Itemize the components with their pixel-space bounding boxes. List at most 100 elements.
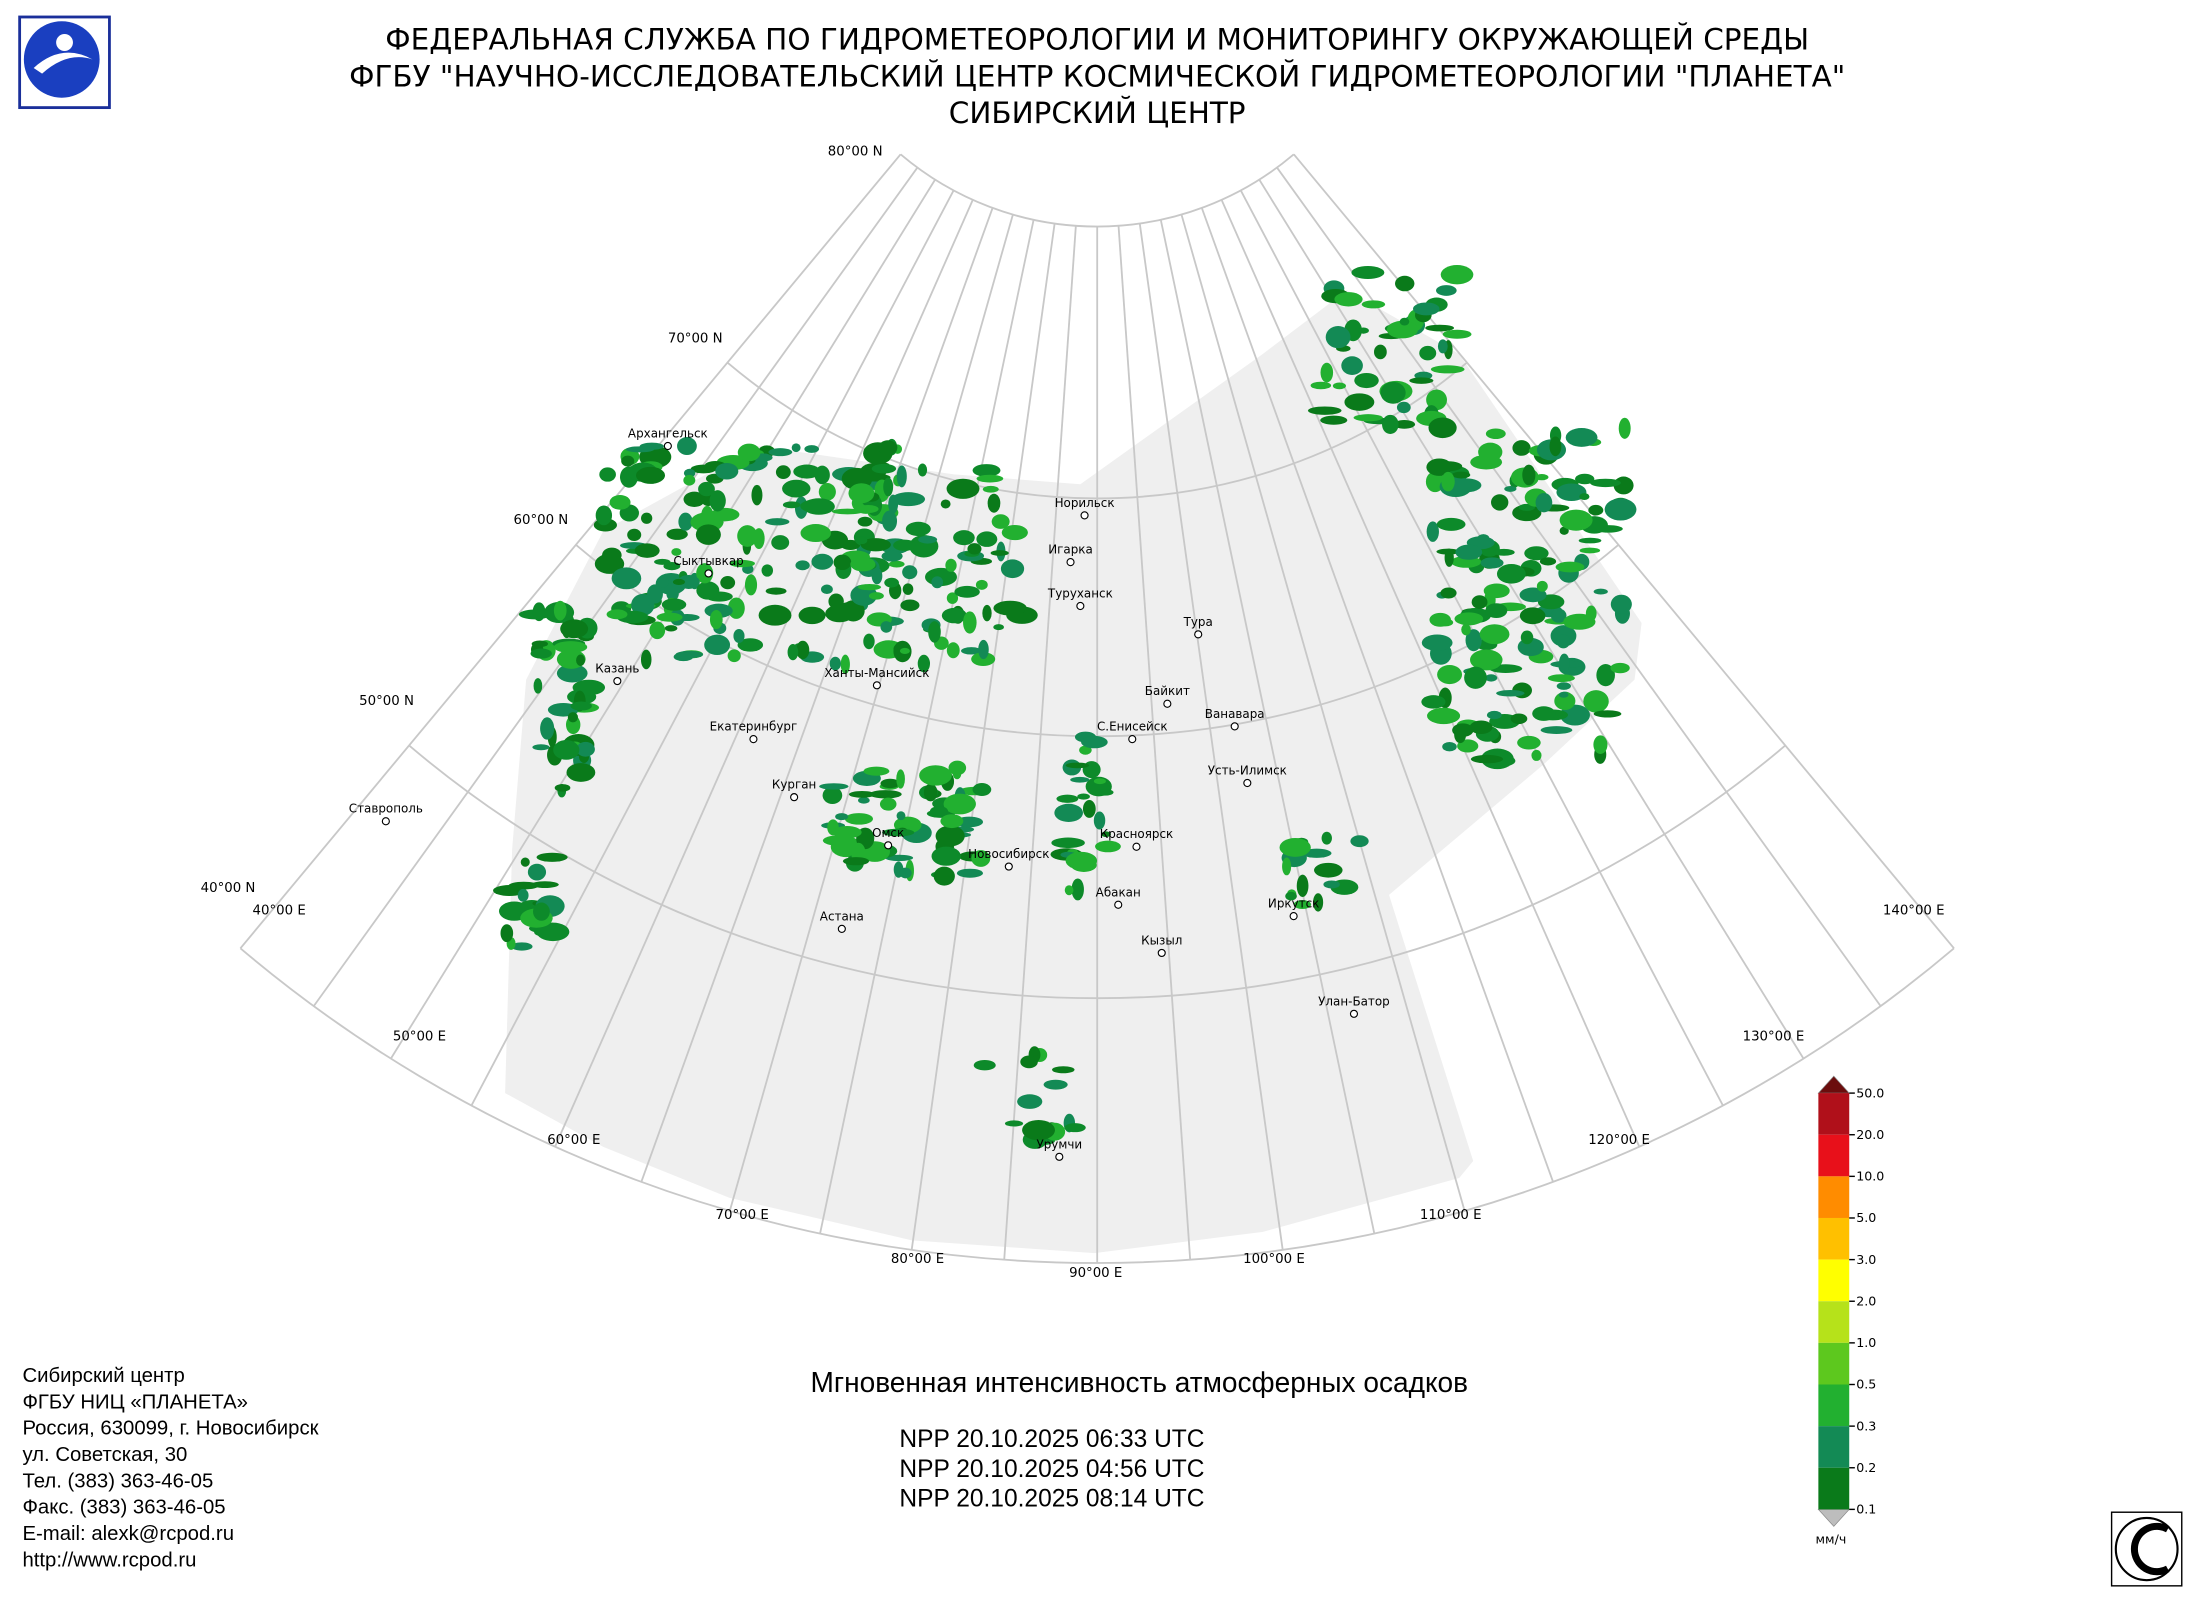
rain-cell: [1373, 344, 1387, 360]
rain-cell: [1451, 478, 1482, 493]
rain-cell: [517, 888, 529, 902]
rain-cell: [800, 524, 832, 543]
parallel: [899, 153, 1295, 228]
rain-cell: [961, 647, 982, 655]
rain-cell: [704, 634, 731, 656]
rain-cell: [952, 768, 962, 780]
city-marker: [884, 841, 893, 850]
city-label: Астана: [820, 909, 864, 923]
meridian: [554, 199, 974, 1148]
rain-cell: [1540, 726, 1573, 734]
city-marker: [381, 817, 390, 826]
rain-cell: [1457, 739, 1479, 753]
rain-cell: [793, 464, 821, 479]
rain-cell: [884, 577, 899, 588]
rain-cell: [1452, 471, 1471, 479]
city-marker: [704, 569, 713, 578]
rain-cell: [1554, 691, 1576, 711]
contact-line: Россия, 630099, г. Новосибирск: [22, 1418, 319, 1440]
rain-cell: [972, 464, 1001, 477]
rain-cell: [1550, 608, 1567, 623]
rain-cell: [1596, 664, 1615, 687]
rain-cell: [1556, 682, 1571, 690]
rain-cell: [848, 483, 875, 504]
rain-cell: [1578, 537, 1602, 544]
rain-cell: [1101, 831, 1111, 838]
rain-cell: [975, 579, 988, 590]
rain-cell: [1440, 587, 1457, 599]
rain-cell: [1427, 707, 1461, 725]
city-label: Казань: [595, 662, 639, 676]
rain-cell: [533, 678, 543, 694]
rain-cell: [627, 528, 642, 542]
rain-cell: [1428, 417, 1457, 439]
rain-cell: [1455, 544, 1483, 560]
rain-cell: [511, 942, 533, 951]
rain-cell: [720, 576, 736, 590]
rain-cell: [560, 619, 589, 639]
city-label: Иркутск: [1268, 897, 1319, 911]
rain-cell: [860, 538, 891, 552]
rain-cell: [715, 462, 739, 480]
rain-cell: [1396, 401, 1411, 414]
rain-cell: [554, 784, 571, 792]
rain-cell: [599, 467, 616, 482]
rain-cell: [1604, 498, 1637, 521]
rain-cell: [1070, 858, 1097, 872]
meridian: [910, 223, 1056, 1251]
colorbar-label: 20.0: [1856, 1127, 1884, 1142]
meridian: [1138, 223, 1284, 1251]
logo: [18, 15, 111, 110]
rain-cell: [1517, 735, 1541, 750]
rain-cell: [1436, 285, 1457, 296]
rain-cell: [991, 514, 1010, 529]
city-label: С.Енисейск: [1097, 720, 1168, 734]
rain-cell: [1547, 674, 1575, 683]
rain-cell: [941, 607, 967, 624]
colorbar-label: 2.0: [1856, 1293, 1876, 1308]
meridian-label: 80°00 E: [891, 1252, 944, 1267]
parallel-label: 60°00 N: [514, 513, 569, 528]
rain-cell: [1093, 778, 1106, 785]
rain-cell: [899, 647, 910, 655]
rain-cell: [1556, 634, 1571, 649]
rain-cell: [621, 455, 635, 467]
iso-logo: [2110, 1511, 2183, 1587]
rain-cell: [1437, 665, 1463, 685]
rain-cell: [602, 547, 622, 563]
rain-cell: [1483, 583, 1510, 599]
meridian: [728, 214, 1014, 1212]
contact-line: Тел. (383) 363-46-05: [22, 1470, 213, 1492]
rain-cell: [1325, 326, 1351, 349]
rain-cell: [1282, 857, 1292, 876]
rain-cell: [1512, 440, 1531, 456]
rain-cell: [1430, 365, 1465, 374]
rain-cell: [976, 531, 998, 547]
rain-cell: [1442, 742, 1457, 752]
rain-cell: [953, 530, 975, 546]
rain-cell: [879, 797, 897, 811]
colorbar-segment: [1818, 1134, 1850, 1177]
rain-cell: [858, 796, 870, 804]
rain-cell: [1020, 1055, 1038, 1069]
rain-cell: [1535, 492, 1553, 513]
meridian: [1220, 199, 1641, 1148]
rain-cell: [831, 508, 864, 515]
meridian: [1180, 214, 1466, 1212]
rain-cell: [940, 814, 964, 829]
rain-cell: [1357, 327, 1369, 334]
rain-cell: [1310, 381, 1332, 390]
rain-cell: [1441, 471, 1455, 492]
rain-cell: [928, 621, 941, 643]
city-marker: [663, 441, 672, 451]
rain-cell: [899, 867, 912, 879]
parallel-label: 70°00 N: [668, 332, 723, 347]
rain-cell: [1393, 420, 1416, 429]
rain-cell: [905, 521, 931, 537]
meridian-label: 120°00 E: [1588, 1133, 1650, 1148]
contact-line: E-mail: alexk@rcpod.ru: [22, 1523, 234, 1545]
rain-cell: [982, 604, 992, 622]
city-marker: [1349, 1009, 1359, 1018]
rain-cell: [993, 600, 1027, 616]
rain-cell: [880, 778, 900, 789]
